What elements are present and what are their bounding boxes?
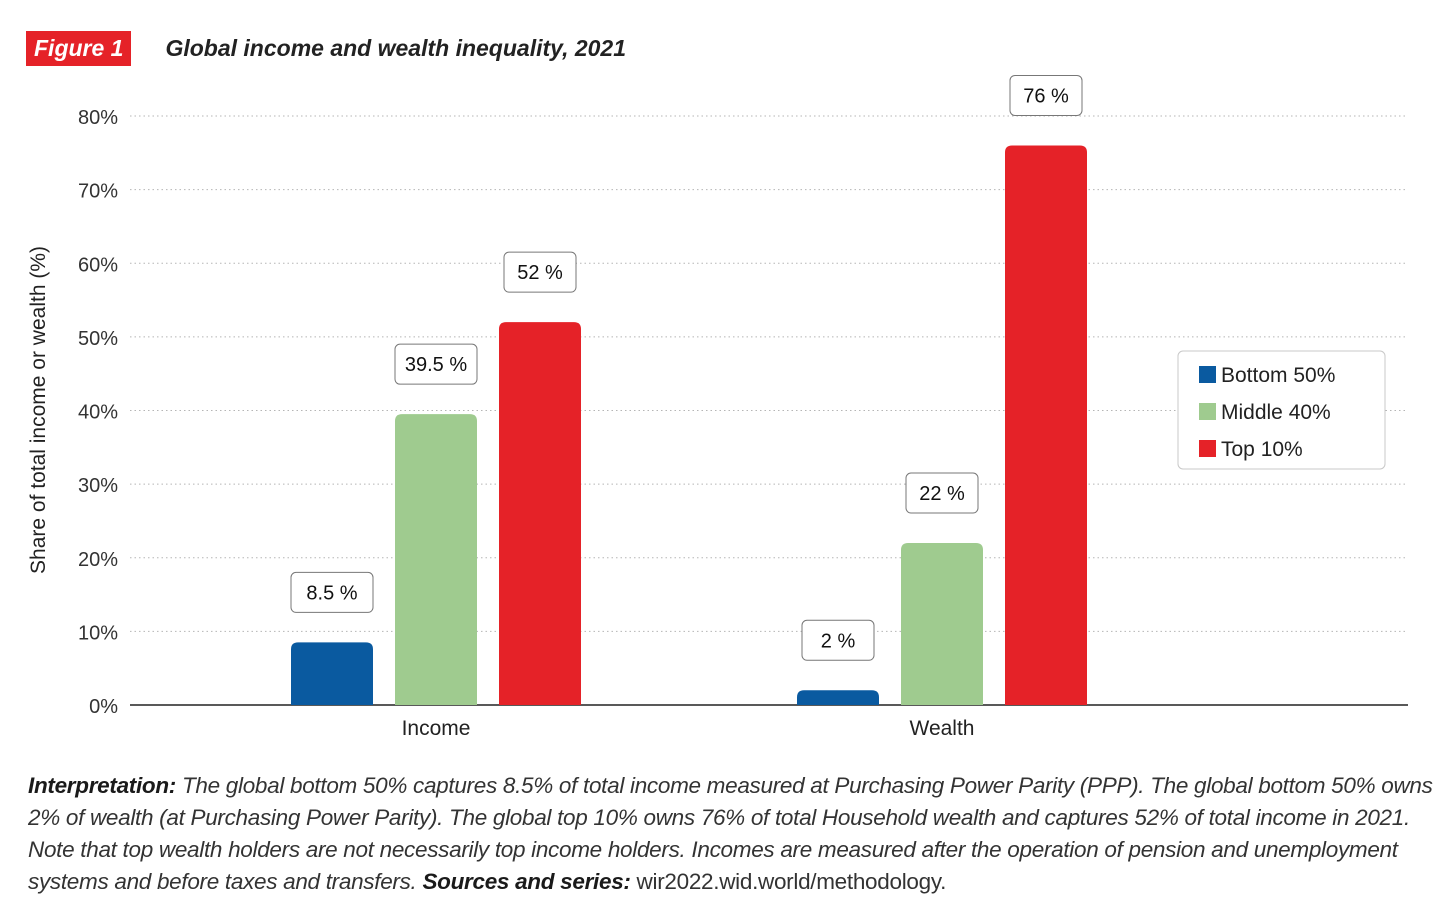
legend-label: Bottom 50%	[1221, 364, 1335, 387]
data-label-box	[290, 571, 374, 613]
data-label-box	[801, 619, 875, 661]
interpretation-body: The global bottom 50% captures 8.5% of t…	[28, 773, 1433, 894]
y-tick-label: 30%	[78, 475, 118, 497]
sources-label: Sources and series:	[422, 869, 631, 894]
legend-label: Top 10%	[1221, 438, 1303, 461]
figure-badge: Figure 1	[26, 30, 132, 66]
sources-value: wir2022.wid.world/methodology.	[630, 869, 947, 894]
legend-swatch-middle-40-	[1199, 403, 1216, 420]
data-label: 22 %	[919, 483, 965, 505]
legend-box	[1177, 350, 1386, 470]
data-label: 52 %	[517, 262, 563, 284]
legend-swatch-bottom-50-	[1199, 366, 1216, 383]
data-label: 39.5 %	[405, 354, 467, 376]
y-tick-label: 60%	[78, 254, 118, 276]
bar-top-10--income	[499, 322, 581, 705]
bar-middle-40--income	[395, 414, 477, 705]
bar-chart: 0% 10% 20% 30% 40% 50% 60% 70% 80% Share of total…	[27, 74, 1408, 740]
interpretation-lead: Interpretation:	[28, 773, 177, 798]
data-label-box	[1009, 74, 1083, 116]
y-tick-label: 10%	[78, 622, 118, 644]
data-label: 2 %	[821, 630, 856, 652]
interpretation-note: Interpretation: The global bottom 50% ca…	[28, 770, 1433, 898]
data-label: 8.5 %	[306, 582, 357, 604]
y-tick-label: 40%	[78, 402, 118, 424]
y-tick-label: 20%	[78, 549, 118, 571]
bar-middle-40--wealth	[901, 543, 983, 705]
data-label-box	[905, 472, 979, 514]
x-category-label: Wealth	[910, 717, 975, 740]
figure-header: Figure 1 Global income and wealth inequa…	[26, 30, 626, 66]
legend-swatch-top-10-	[1199, 440, 1216, 457]
data-label-box	[503, 251, 577, 293]
y-axis-title: Share of total income or wealth (%)	[27, 246, 50, 574]
figure-title: Global income and wealth inequality, 202…	[165, 34, 627, 61]
bar-bottom-50--income	[291, 642, 373, 705]
bar-bottom-50--wealth	[797, 690, 879, 705]
y-tick-label: 50%	[78, 328, 118, 350]
data-label-box	[394, 343, 478, 385]
y-tick-label: 80%	[78, 107, 118, 129]
data-label: 76 %	[1023, 85, 1069, 107]
legend-label: Middle 40%	[1221, 401, 1331, 424]
y-tick-label: 70%	[78, 181, 118, 203]
x-category-label: Income	[402, 717, 471, 740]
y-tick-label: 0%	[89, 696, 118, 718]
bar-top-10--wealth	[1005, 145, 1087, 705]
